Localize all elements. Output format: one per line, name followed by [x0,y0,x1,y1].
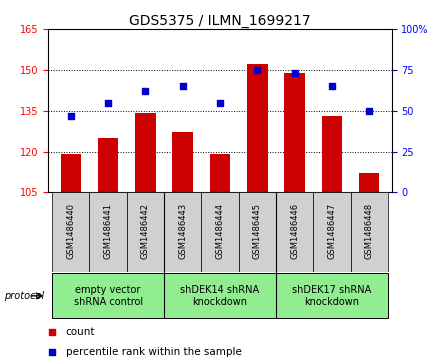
Bar [61,154,81,192]
Text: shDEK14 shRNA
knockdown: shDEK14 shRNA knockdown [180,285,260,307]
Point [48,329,55,335]
Title: GDS5375 / ILMN_1699217: GDS5375 / ILMN_1699217 [129,14,311,28]
Point [67,113,74,118]
FancyBboxPatch shape [164,273,276,318]
Point [366,108,373,114]
Text: GSM1486443: GSM1486443 [178,203,187,259]
Bar [98,138,118,192]
Text: empty vector
shRNA control: empty vector shRNA control [73,285,143,307]
Point [48,349,55,355]
FancyBboxPatch shape [202,192,238,272]
Point [328,83,335,89]
Text: GSM1486441: GSM1486441 [103,203,113,259]
Bar [322,116,342,192]
Text: count: count [66,327,95,337]
FancyBboxPatch shape [351,192,388,272]
Text: GSM1486446: GSM1486446 [290,203,299,259]
FancyBboxPatch shape [276,273,388,318]
FancyBboxPatch shape [276,192,313,272]
Text: GSM1486442: GSM1486442 [141,203,150,259]
Point [179,83,186,89]
Bar [247,64,268,192]
Text: GSM1486440: GSM1486440 [66,203,75,259]
Point [142,88,149,94]
FancyBboxPatch shape [127,192,164,272]
Text: GSM1486447: GSM1486447 [327,203,337,259]
Bar [210,154,230,192]
Bar [359,173,379,192]
FancyBboxPatch shape [89,192,127,272]
Text: GSM1486445: GSM1486445 [253,203,262,259]
FancyBboxPatch shape [313,192,351,272]
Bar [172,132,193,192]
Point [291,70,298,76]
Text: protocol: protocol [4,291,44,301]
FancyBboxPatch shape [52,273,164,318]
Text: shDEK17 shRNA
knockdown: shDEK17 shRNA knockdown [292,285,371,307]
Text: GSM1486444: GSM1486444 [216,203,224,259]
Bar [284,73,305,192]
Point [254,67,261,73]
FancyBboxPatch shape [238,192,276,272]
FancyBboxPatch shape [52,192,89,272]
Point [216,99,224,105]
Text: percentile rank within the sample: percentile rank within the sample [66,347,242,357]
Point [105,99,112,105]
Text: GSM1486448: GSM1486448 [365,203,374,259]
FancyBboxPatch shape [164,192,202,272]
Bar [135,113,156,192]
